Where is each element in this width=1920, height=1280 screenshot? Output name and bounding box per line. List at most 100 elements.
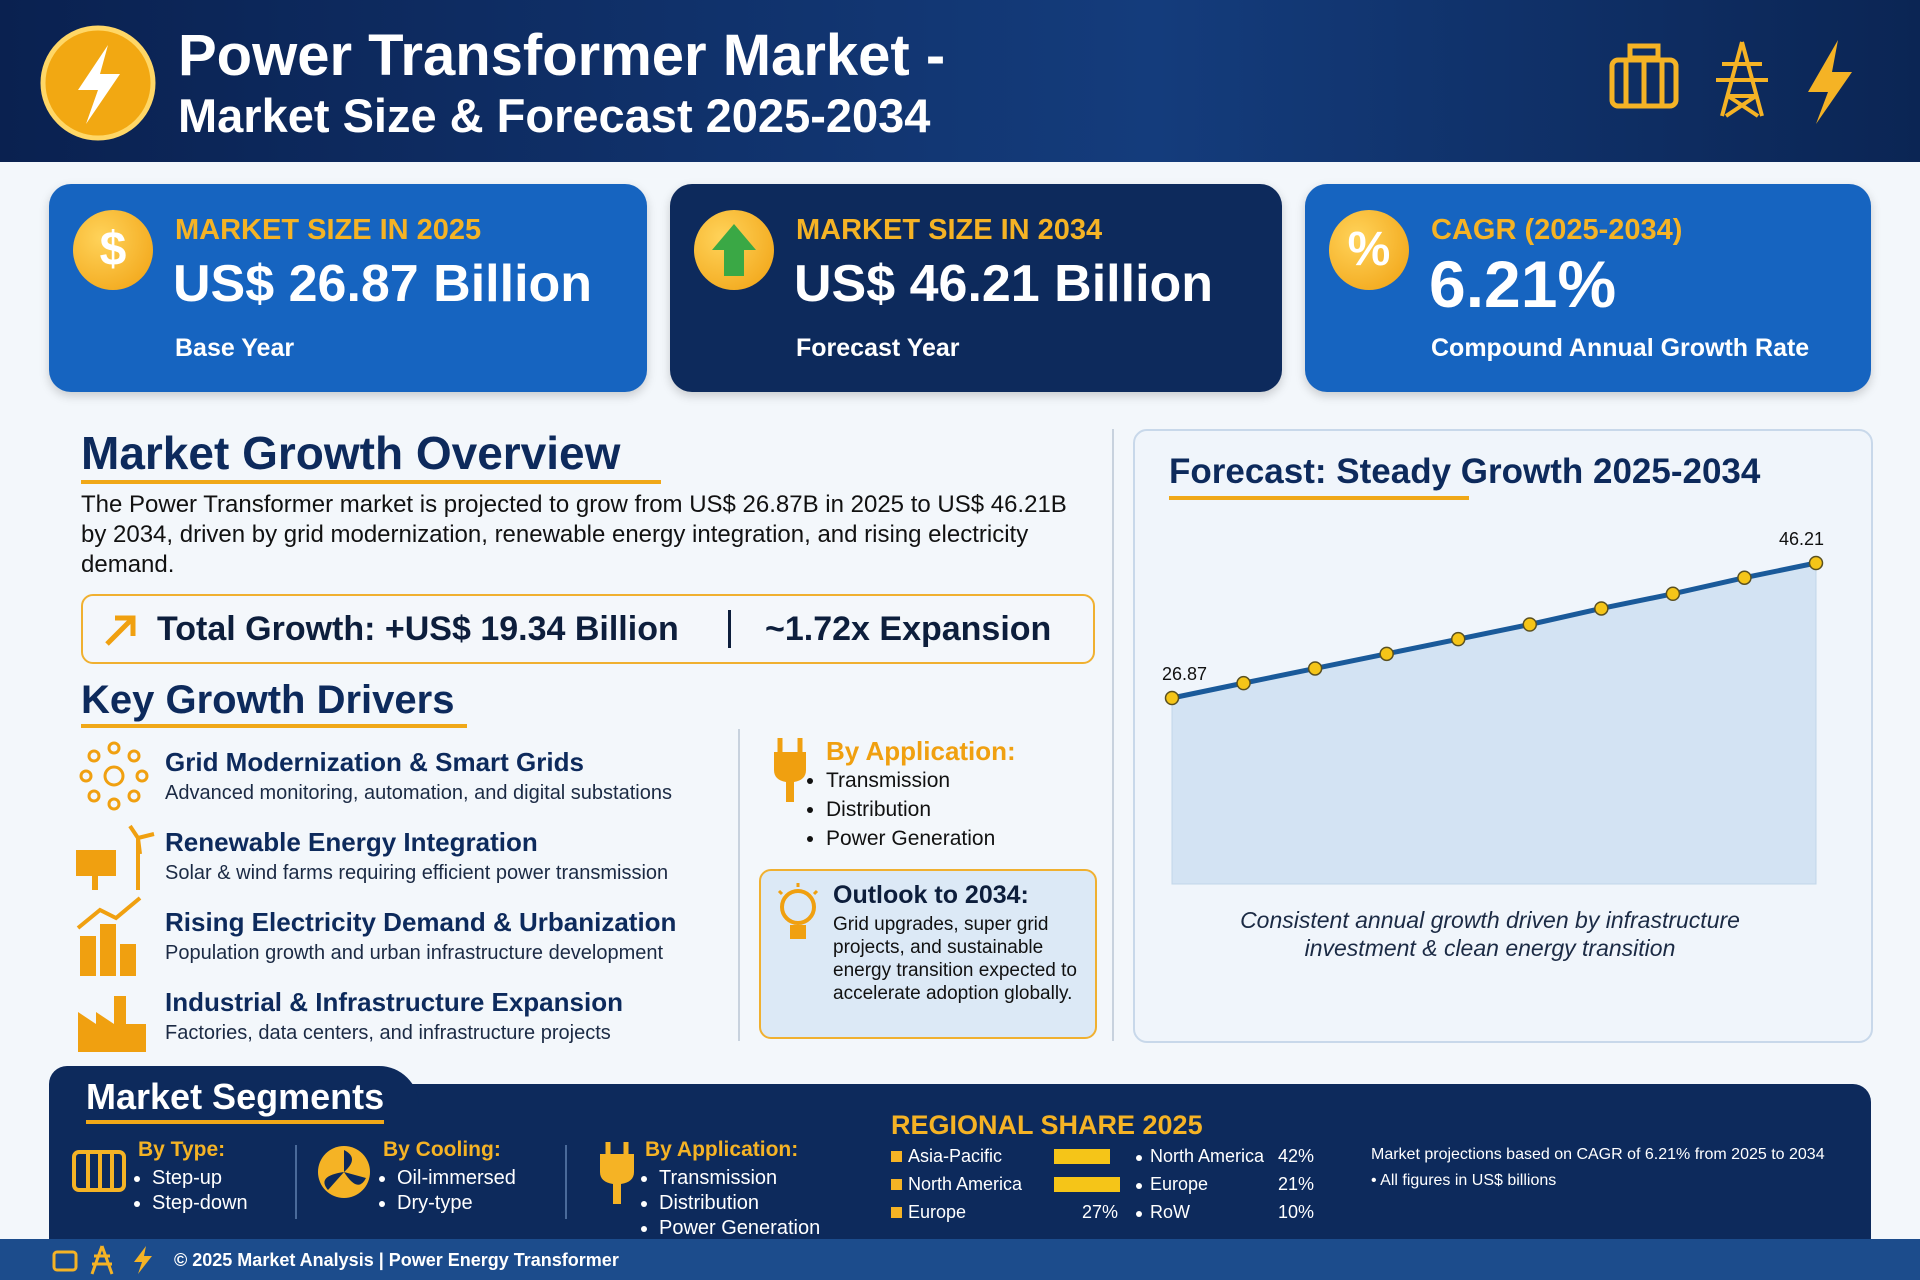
region-name: North America (908, 1174, 1023, 1194)
decoration (134, 1246, 152, 1274)
point (1665, 586, 1681, 602)
decoration (107, 797, 121, 811)
segment-item: Dry-type (397, 1191, 516, 1216)
kpi-label: CAGR (2025-2034) (1431, 214, 1683, 246)
logo-bolt (78, 45, 120, 124)
header-icons (40, 25, 1852, 141)
driver-title: Industrial & Infrastructure Expansion (165, 987, 623, 1017)
application-item: Transmission (826, 766, 995, 795)
decoration (76, 824, 155, 890)
kpi-card: % CAGR (2025-2034) 6.21% Compound Annual… (1305, 184, 1871, 392)
heading-underline (86, 1120, 384, 1124)
decoration (79, 769, 93, 783)
decoration (605, 1142, 629, 1154)
outlook-text: Grid upgrades, super grid projects, and … (833, 914, 1077, 1004)
decoration (777, 738, 803, 752)
decoration (324, 1150, 366, 1190)
decoration (777, 883, 819, 896)
decoration (92, 876, 98, 890)
decoration (1627, 43, 1661, 61)
segment-item: Step-up (152, 1166, 248, 1191)
segment-list: TransmissionDistributionPower Generation (639, 1166, 820, 1241)
note: Market projections based on CAGR of 6.21… (1371, 1146, 1825, 1163)
region-bar (1054, 1149, 1110, 1164)
decoration (128, 824, 155, 855)
decoration (72, 1150, 126, 1192)
region-share: 21% (1277, 1174, 1314, 1194)
decoration (790, 925, 806, 939)
tower-icon (1716, 41, 1768, 118)
segment-item: Step-down (152, 1191, 248, 1216)
decoration (80, 936, 96, 976)
kpi-icon (694, 210, 774, 290)
decoration (87, 789, 101, 803)
segment-list: Step-upStep-down (132, 1166, 248, 1216)
kpi-note: Compound Annual Growth Rate (1431, 334, 1810, 362)
region-share: 27% (1081, 1202, 1118, 1222)
arrow-icon (712, 224, 756, 276)
decoration (780, 889, 816, 925)
driver-title: Rising Electricity Demand & Urbanization (165, 907, 677, 937)
region-name: Europe (1150, 1174, 1209, 1194)
footer (0, 1239, 1920, 1280)
region-dot (1136, 1211, 1142, 1217)
title: Power Transformer Market - (178, 23, 946, 88)
point (1594, 601, 1609, 616)
kpi-note: Forecast Year (796, 334, 960, 362)
segment-item: Transmission (659, 1166, 820, 1191)
point (1737, 570, 1752, 585)
decoration (127, 789, 141, 803)
heading-underline (81, 724, 467, 728)
decoration (87, 749, 101, 763)
transformer-icon (1609, 43, 1679, 109)
heading-underline (81, 480, 661, 484)
area-fill (1171, 562, 1817, 885)
region-name: RoW (1150, 1202, 1190, 1222)
segment-icons (72, 1142, 634, 1204)
segment-list: Oil-immersedDry-type (377, 1166, 516, 1216)
point (1164, 690, 1180, 706)
driver-desc: Factories, data centers, and infrastruct… (165, 1022, 611, 1044)
decoration (127, 749, 141, 763)
driver-desc: Population growth and urban infrastructu… (165, 942, 664, 964)
segment-item: Distribution (659, 1191, 820, 1216)
kpi-card: $ MARKET SIZE IN 2025 US$ 26.87 Billion … (49, 184, 647, 392)
kpi-icon: $ (73, 210, 153, 290)
divider (728, 610, 731, 648)
bolt-icon (1808, 40, 1852, 124)
kpi-card: MARKET SIZE IN 2034 US$ 46.21 Billion Fo… (670, 184, 1282, 392)
plug-icon (774, 738, 806, 802)
divider (565, 1145, 567, 1219)
segments-heading: Market Segments (86, 1076, 385, 1117)
segment-item: Power Generation (659, 1216, 820, 1241)
kpi-note: Base Year (175, 334, 295, 362)
decoration (774, 752, 806, 802)
point (1450, 631, 1466, 647)
footer-text: © 2025 Market Analysis | Power Energy Tr… (174, 1250, 619, 1270)
kpi-label: MARKET SIZE IN 2034 (796, 214, 1103, 246)
decoration (107, 741, 121, 755)
data-label: 46.21 (1779, 529, 1824, 549)
decoration (90, 1245, 114, 1275)
driver-icons (76, 741, 155, 1052)
region-dot (1136, 1183, 1142, 1189)
application-list: Transmission Distribution Power Generati… (806, 766, 995, 853)
point (1808, 555, 1824, 571)
divider (738, 729, 740, 1041)
region-marker (891, 1179, 902, 1190)
application-heading: By Application: (826, 736, 1016, 766)
region-name: Europe (908, 1202, 967, 1222)
decoration (76, 896, 142, 930)
region-dot (1136, 1155, 1142, 1161)
decoration (100, 924, 116, 976)
divider (1112, 429, 1114, 1041)
segment-heading: By Cooling: (383, 1138, 501, 1161)
segment-heading: By Type: (138, 1138, 226, 1161)
application-item: Distribution (826, 795, 995, 824)
region-name: North America (1150, 1146, 1265, 1166)
region-bar (1054, 1177, 1120, 1192)
point (1236, 675, 1251, 691)
growth-box: Total Growth: +US$ 19.34 Billion ~1.72x … (81, 594, 1095, 664)
heading-underline (1169, 496, 1469, 500)
